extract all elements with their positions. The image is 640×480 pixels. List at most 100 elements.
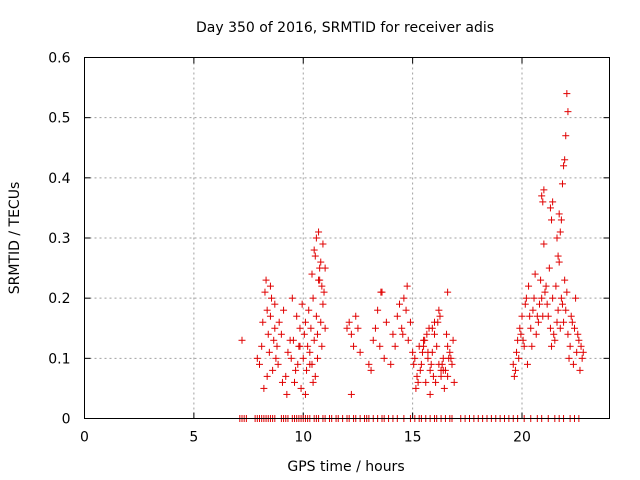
- y-tick-label: 0.1: [48, 351, 70, 367]
- data-point: [308, 270, 316, 278]
- data-point: [269, 366, 277, 374]
- data-point: [446, 348, 454, 356]
- data-point: [312, 312, 320, 320]
- data-point: [523, 360, 531, 368]
- data-point: [304, 342, 312, 350]
- x-axis-title: GPS time / hours: [287, 459, 404, 475]
- data-point: [566, 342, 574, 350]
- data-points: [236, 90, 587, 422]
- data-point: [424, 348, 432, 356]
- data-point: [365, 360, 373, 368]
- data-point: [296, 324, 304, 332]
- data-point: [238, 336, 246, 344]
- data-point: [319, 300, 327, 308]
- y-tick-label: 0.4: [48, 171, 70, 187]
- data-point: [541, 288, 549, 296]
- data-point: [264, 330, 272, 338]
- data-point: [429, 372, 437, 380]
- y-axis-title: SRMTID / TECUs: [7, 182, 23, 295]
- data-point: [561, 276, 569, 284]
- data-point: [424, 354, 432, 362]
- axis-ticks: 0 5 10 15 20 0 0.1 0.2 0.3 0.4 0.5 0.6: [48, 51, 610, 446]
- data-point: [347, 330, 355, 338]
- data-point: [282, 372, 290, 380]
- data-point: [272, 354, 280, 362]
- data-point: [380, 354, 388, 362]
- data-point: [558, 300, 566, 308]
- data-point: [320, 288, 328, 296]
- y-tick-label: 0.2: [48, 291, 70, 307]
- x-tick-label: 5: [189, 430, 198, 446]
- data-point: [532, 330, 540, 338]
- data-point: [391, 342, 399, 350]
- data-point: [315, 228, 323, 236]
- data-point: [354, 324, 362, 332]
- data-point: [268, 294, 276, 302]
- data-point: [369, 336, 377, 344]
- data-point: [427, 360, 435, 368]
- data-point: [400, 294, 408, 302]
- data-point: [273, 342, 281, 350]
- data-point: [393, 312, 401, 320]
- data-point: [262, 276, 270, 284]
- data-point: [283, 390, 291, 398]
- data-point: [291, 378, 298, 386]
- data-point: [551, 336, 559, 344]
- data-point: [277, 330, 285, 338]
- data-point: [305, 306, 313, 314]
- data-point: [310, 336, 318, 344]
- data-point: [265, 348, 273, 356]
- data-point: [266, 312, 274, 320]
- data-point: [435, 306, 443, 314]
- y-tick-label: 0.5: [48, 111, 70, 127]
- data-point: [437, 372, 445, 380]
- data-point: [564, 108, 572, 116]
- data-point: [554, 306, 562, 314]
- data-point: [253, 354, 261, 362]
- data-point: [525, 282, 533, 290]
- data-point: [571, 324, 578, 332]
- data-point: [540, 240, 548, 248]
- data-point: [515, 354, 523, 362]
- data-point: [350, 342, 358, 350]
- data-point: [294, 360, 302, 368]
- data-point: [274, 360, 282, 368]
- data-point: [317, 318, 325, 326]
- data-point: [436, 312, 444, 320]
- data-point: [292, 366, 300, 374]
- data-point: [321, 324, 329, 332]
- x-tick-label: 15: [404, 430, 422, 446]
- data-point: [553, 234, 561, 242]
- data-point: [313, 354, 321, 362]
- plot-frame: [84, 57, 610, 419]
- data-point: [449, 336, 457, 344]
- data-point: [537, 276, 545, 284]
- data-point: [256, 360, 263, 368]
- data-point: [545, 264, 553, 272]
- data-point: [317, 258, 325, 266]
- data-point: [271, 300, 279, 308]
- data-point: [562, 132, 570, 140]
- data-point: [377, 288, 385, 296]
- data-point: [387, 360, 395, 368]
- data-point: [280, 306, 288, 314]
- data-point: [313, 330, 321, 338]
- data-point: [311, 252, 319, 260]
- data-point: [448, 360, 456, 368]
- data-point: [413, 372, 421, 380]
- data-point: [518, 312, 526, 320]
- data-point: [417, 360, 425, 368]
- data-point: [406, 318, 414, 326]
- x-tick-label: 10: [294, 430, 312, 446]
- data-point: [296, 342, 304, 350]
- data-point: [440, 384, 448, 392]
- data-point: [527, 324, 535, 332]
- data-point: [522, 294, 530, 302]
- data-point: [573, 348, 581, 356]
- data-point: [552, 282, 560, 290]
- data-point: [564, 330, 572, 338]
- data-point: [438, 360, 446, 368]
- data-point: [565, 354, 573, 362]
- x-tick-label: 0: [80, 430, 89, 446]
